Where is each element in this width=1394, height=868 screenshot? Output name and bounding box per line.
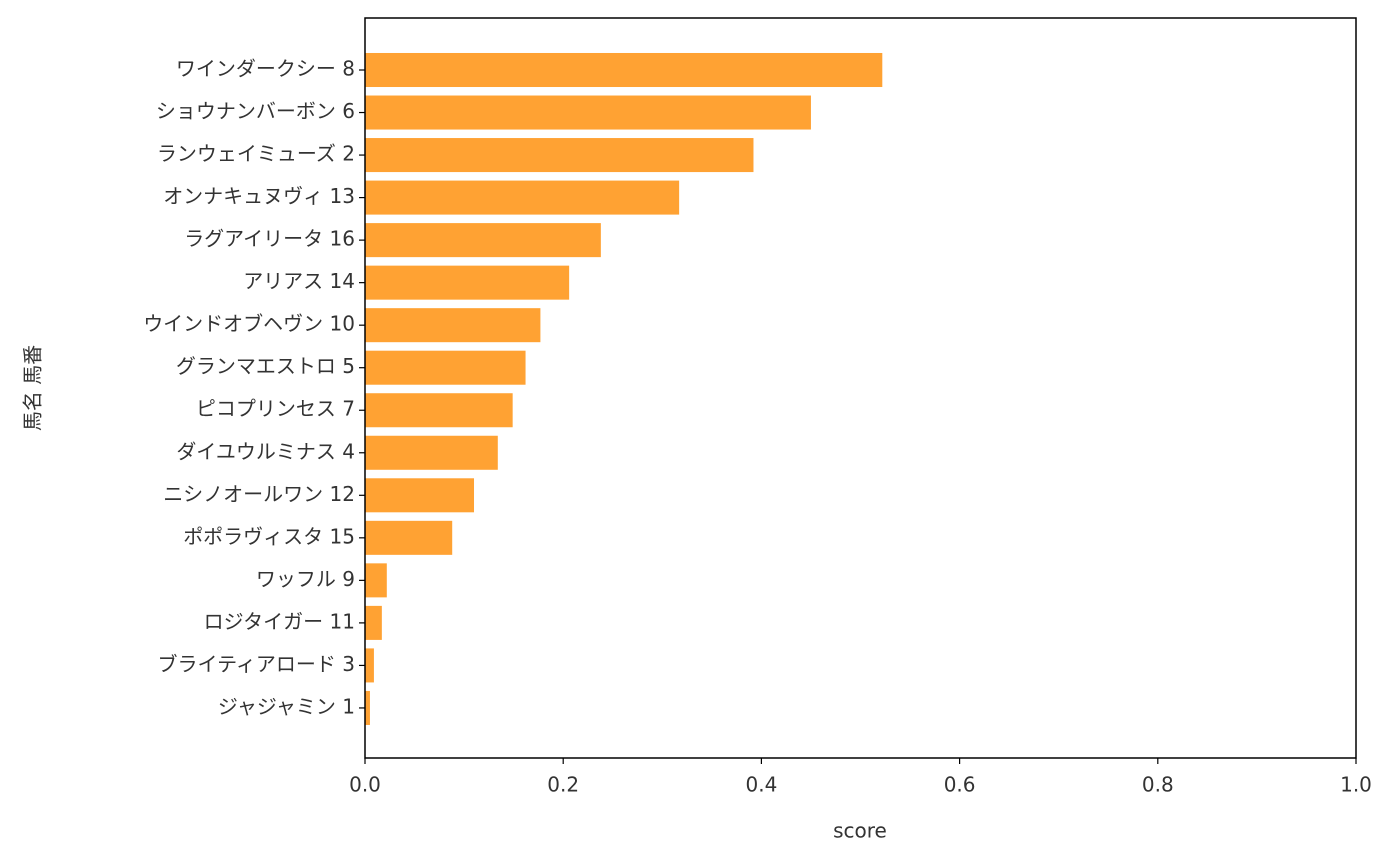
x-tick-label: 0.2 [547, 773, 579, 797]
x-tick-label: 1.0 [1340, 773, 1372, 797]
x-tick-label: 0.8 [1142, 773, 1174, 797]
y-tick-label: ウインドオブヘヴン 10 [143, 312, 355, 336]
x-tick-label: 0.6 [944, 773, 976, 797]
x-axis-label: score [833, 819, 887, 843]
y-tick-label: グランマエストロ 5 [176, 354, 355, 378]
bar [365, 138, 754, 173]
plot-frame [364, 17, 1357, 759]
y-tick-label: ポポラヴィスタ 15 [183, 524, 355, 548]
y-tick-label: ニシノオールワン 12 [163, 482, 355, 506]
y-tick-label: ジャジャミン 1 [218, 694, 355, 718]
y-tick-label: ランウェイミューズ 2 [157, 142, 355, 166]
bar [365, 478, 475, 513]
y-tick-label: ブライティアロード 3 [158, 652, 355, 676]
bar [365, 520, 453, 555]
bar [365, 95, 811, 130]
bar [365, 308, 541, 343]
bar [365, 605, 382, 640]
bar [365, 435, 498, 470]
y-tick-label: ワッフル 9 [256, 567, 355, 591]
bar [365, 223, 601, 258]
bar [365, 393, 513, 428]
y-axis-label: 馬名 馬番 [21, 345, 45, 431]
bar [365, 52, 883, 88]
y-tick-label: ロジタイガー 11 [204, 609, 355, 633]
bar [365, 180, 680, 215]
y-tick-label: オンナキュヌヴィ 13 [163, 184, 355, 208]
y-tick-label: ダイユウルミナス 4 [176, 439, 355, 463]
x-tick-label: 0.0 [349, 773, 381, 797]
y-tick-label: ワインダークシー 8 [176, 57, 355, 81]
bar [365, 563, 387, 598]
bar [365, 690, 370, 725]
y-tick-label: ピコプリンセス 7 [196, 397, 355, 421]
bar [365, 648, 374, 683]
bar [365, 350, 526, 385]
x-tick-label: 0.4 [745, 773, 777, 797]
y-tick-label: ショウナンバーボン 6 [156, 99, 355, 123]
y-tick-label: ラグアイリータ 16 [184, 227, 355, 251]
bar [365, 265, 570, 300]
y-tick-label: アリアス 14 [243, 269, 355, 293]
